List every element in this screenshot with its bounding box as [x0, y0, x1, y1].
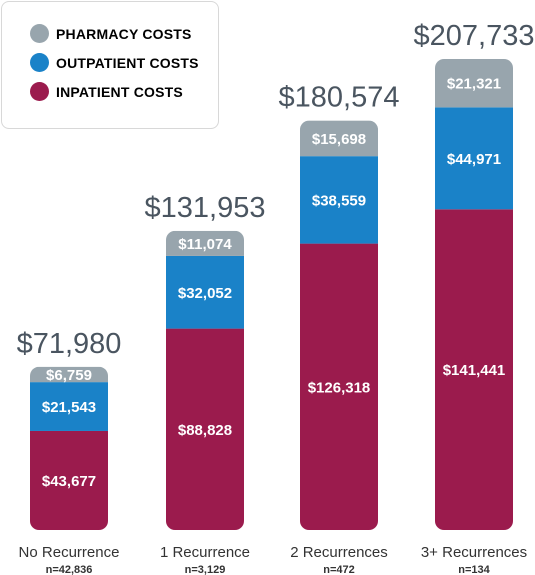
segment-value-label: $32,052 [178, 285, 232, 302]
sample-size-label: n=42,836 [46, 564, 93, 575]
bar-segment-inpatient [30, 430, 108, 530]
sample-size-label: n=3,129 [185, 564, 226, 575]
legend-label-pharmacy: PHARMACY COSTS [56, 25, 192, 42]
bar-total-label: $131,953 [145, 192, 266, 224]
bar-segment-outpatient [300, 156, 378, 244]
category-label: 3+ Recurrences [421, 544, 527, 561]
legend-swatch-pharmacy [30, 24, 49, 43]
segment-value-label: $38,559 [312, 192, 366, 209]
segment-value-label: $21,543 [42, 399, 96, 416]
bar-segment-inpatient [435, 209, 513, 530]
bar-segment-inpatient [300, 243, 378, 530]
segment-value-label: $21,321 [447, 76, 501, 93]
category-label: No Recurrence [19, 544, 120, 561]
bar-segment-outpatient [30, 382, 108, 431]
bar-segment-inpatient [166, 328, 244, 530]
bar-group-3 [435, 59, 513, 530]
bar-segment-outpatient [166, 255, 244, 329]
bar-total-label: $180,574 [279, 82, 400, 114]
category-label: 2 Recurrences [290, 544, 388, 561]
legend-label-inpatient: INPATIENT COSTS [56, 83, 183, 100]
bar-segment-outpatient [435, 107, 513, 210]
legend-item-pharmacy: PHARMACY COSTS [30, 24, 192, 43]
sample-size-label: n=472 [323, 564, 355, 575]
segment-value-label: $15,698 [312, 131, 366, 148]
segment-value-label: $6,759 [46, 367, 92, 384]
segment-value-label: $44,971 [447, 151, 501, 168]
legend-swatch-inpatient [30, 82, 49, 101]
bar-segment-pharmacy [166, 230, 244, 256]
chart-legend: PHARMACY COSTS OUTPATIENT COSTS INPATIEN… [1, 1, 219, 129]
legend-swatch-outpatient [30, 53, 49, 72]
bar-segment-pharmacy [435, 59, 513, 108]
legend-item-outpatient: OUTPATIENT COSTS [30, 53, 199, 72]
segment-value-label: $43,677 [42, 473, 96, 490]
sample-size-label: n=134 [458, 564, 490, 575]
bar-group-0 [30, 366, 108, 530]
bar-group-1 [166, 230, 244, 530]
bar-group-2 [300, 120, 378, 530]
segment-value-label: $126,318 [308, 379, 371, 396]
category-label: 1 Recurrence [160, 544, 250, 561]
segment-value-label: $141,441 [443, 362, 506, 379]
bar-total-label: $71,980 [17, 328, 122, 360]
bar-total-label: $207,733 [414, 20, 535, 52]
bar-segment-pharmacy [300, 120, 378, 157]
segment-value-label: $88,828 [178, 422, 232, 439]
legend-label-outpatient: OUTPATIENT COSTS [56, 54, 199, 71]
legend-item-inpatient: INPATIENT COSTS [30, 82, 183, 101]
bar-segment-pharmacy [30, 366, 108, 383]
segment-value-label: $11,074 [178, 236, 232, 253]
